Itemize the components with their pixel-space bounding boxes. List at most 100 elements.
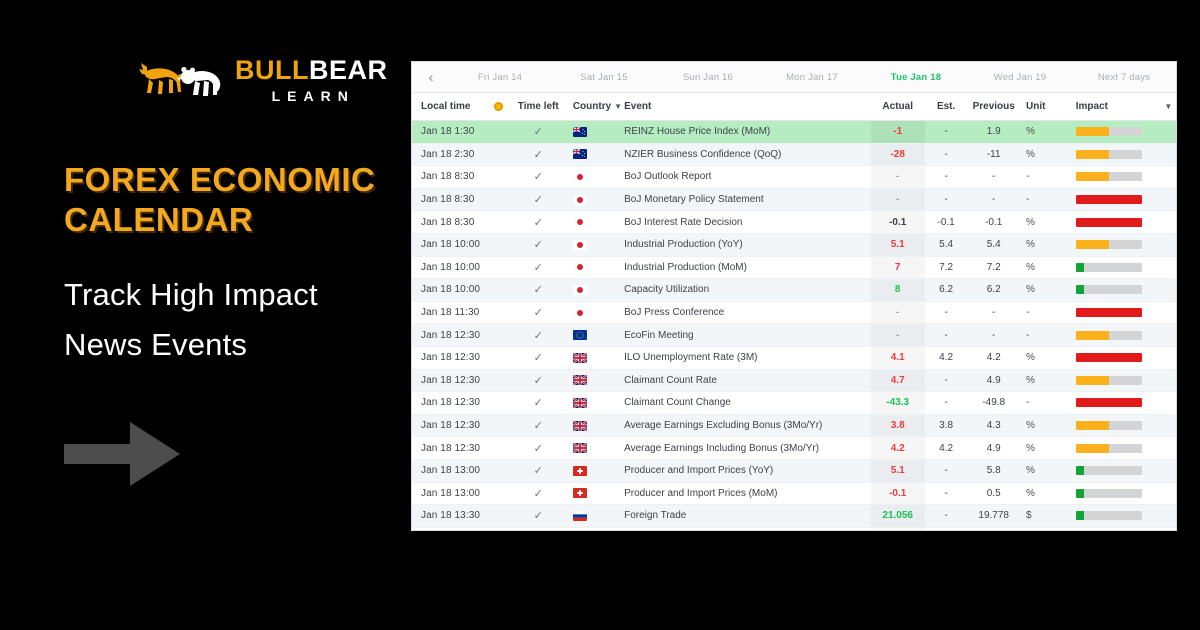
row-event-name[interactable]: NZIER Business Confidence (QoQ) [624, 148, 782, 160]
table-row[interactable]: Jan 18 12:30 ✓ Claimant Count Rate 4.7 - 4.9… [412, 369, 1176, 393]
table-row[interactable]: Jan 18 13:00 ✓ Producer and Import Prices… [412, 482, 1176, 506]
row-event-name[interactable]: Average Earnings Excluding Bonus (3Mo/Yr… [624, 420, 823, 432]
row-event-name[interactable]: BoJ Outlook Report [624, 171, 712, 183]
table-row-partial[interactable]: Jan 18 14:00✓ Trade Balance EU-1.1-3.551… [412, 527, 1176, 530]
row-event-name[interactable]: Claimant Count Change [624, 397, 731, 409]
day-tab-4-active[interactable]: Tue Jan 18 [890, 71, 942, 83]
sort-caret-down-icon[interactable]: ▼ [614, 102, 623, 111]
table-row[interactable]: Jan 18 12:30 ✓ Average Earnings Including… [412, 437, 1176, 460]
row-est-value: - [944, 307, 948, 319]
day-tab-5[interactable]: Wed Jan 19 [993, 71, 1047, 83]
table-column-header: Local time Time left Country ▼ Event Actu… [412, 93, 1176, 121]
row-actual-value: 4.2 [871, 437, 925, 459]
table-row[interactable]: Jan 18 8:30 ✓ BoJ Monetary Policy Stateme… [412, 188, 1176, 212]
day-tab-2[interactable]: Sun Jan 16 [682, 71, 734, 83]
row-actual-value: 5.1 [871, 460, 925, 482]
row-unit-value: % [1026, 239, 1035, 251]
row-time-left: ✓ [508, 396, 569, 409]
column-header-unit[interactable]: Unit [1026, 101, 1046, 112]
row-country-flag-new-zealand [569, 149, 622, 160]
check-icon: ✓ [533, 420, 543, 433]
row-est-value: - [944, 510, 948, 522]
table-row[interactable]: Jan 18 10:00 ✓ Industrial Production (YoY… [412, 233, 1176, 257]
row-impact-cell [1062, 127, 1161, 137]
column-header-actual[interactable]: Actual [882, 101, 913, 112]
column-header-time-left[interactable]: Time left [517, 101, 559, 112]
row-event-name[interactable]: Industrial Production (YoY) [624, 239, 743, 251]
column-header-event[interactable]: Event [624, 101, 652, 112]
row-time-left: ✓ [508, 509, 569, 522]
column-header-impact[interactable]: Impact [1075, 101, 1108, 112]
day-tab-strip[interactable]: ‹ Fri Jan 14 Sat Jan 15 Sun Jan 16 Mon J… [412, 62, 1176, 93]
row-event-name[interactable]: ILO Unemployment Rate (3M) [624, 352, 758, 364]
row-event-name[interactable]: BoJ Interest Rate Decision [624, 216, 743, 228]
table-row[interactable]: Jan 18 10:00 ✓ Industrial Production (MoM… [412, 256, 1176, 280]
row-time-left: ✓ [508, 125, 569, 138]
row-event-name[interactable]: Producer and Import Prices (MoM) [624, 487, 778, 499]
check-icon: ✓ [533, 510, 543, 523]
row-event-name[interactable]: Producer and Import Prices (YoY) [624, 465, 774, 477]
impact-bar-medium [1075, 149, 1142, 159]
impact-bar-medium [1075, 172, 1142, 182]
row-unit-value: % [1026, 374, 1035, 386]
column-header-country[interactable]: Country ▼ [569, 101, 622, 112]
row-event-name[interactable]: REINZ House Price Index (MoM) [624, 126, 771, 138]
table-row[interactable]: Jan 18 10:00 ✓ Capacity Utilization 8 6.2 6.… [412, 279, 1176, 302]
table-row[interactable]: Jan 18 13:30 ✓ Foreign Trade 21.056 - 19.778… [412, 505, 1176, 528]
table-row[interactable]: Jan 18 12:30 ✓ ILO Unemployment Rate (3M)… [412, 346, 1176, 370]
table-row[interactable]: Jan 18 12:30 ✓ EcoFin Meeting - - - - [412, 324, 1176, 347]
day-tab-0[interactable]: Fri Jan 14 [477, 71, 523, 83]
row-actual-value: 21.056 [871, 505, 925, 527]
row-local-time: Jan 18 8:30 [421, 216, 475, 228]
impact-bar-low [1075, 466, 1142, 476]
row-est-value: - [944, 148, 948, 160]
row-country-flag-japan [569, 239, 622, 250]
table-row[interactable]: Jan 18 11:30 ✓ BoJ Press Conference - - - - [412, 301, 1176, 325]
row-time-left: ✓ [508, 306, 569, 319]
row-country-flag-united-kingdom [569, 397, 622, 408]
chevron-left-icon[interactable]: ‹ [428, 68, 434, 86]
flag-united-kingdom-icon [572, 420, 587, 431]
row-unit-value: % [1026, 352, 1035, 364]
impact-bar-low [1075, 285, 1142, 295]
economic-calendar-widget[interactable]: ‹ Fri Jan 14 Sat Jan 15 Sun Jan 16 Mon J… [412, 62, 1176, 530]
day-tab-3[interactable]: Mon Jan 17 [786, 71, 838, 83]
row-local-time: Jan 18 10:00 [421, 284, 481, 296]
row-event-name[interactable]: Capacity Utilization [624, 284, 710, 296]
row-event-name[interactable]: Average Earnings Including Bonus (3Mo/Yr… [624, 442, 820, 454]
row-event-name[interactable]: BoJ Monetary Policy Statement [624, 194, 764, 206]
row-event-name[interactable]: Industrial Production (MoM) [624, 261, 747, 273]
day-tab-1[interactable]: Sat Jan 15 [580, 71, 628, 83]
row-impact-cell [1062, 195, 1161, 205]
promo-panel: BULLBEAR LEARN FOREX ECONOMIC CALENDAR T… [0, 0, 412, 630]
row-event-name[interactable]: BoJ Press Conference [624, 307, 725, 319]
day-tab-6[interactable]: Next 7 days [1097, 71, 1151, 83]
row-event-name[interactable]: EcoFin Meeting [624, 329, 694, 341]
check-icon: ✓ [533, 487, 543, 500]
row-event-name[interactable]: Foreign Trade [624, 510, 687, 522]
table-row[interactable]: Jan 18 8:30 ✓ BoJ Interest Rate Decision -… [412, 211, 1176, 234]
table-row[interactable]: Jan 18 8:30 ✓ BoJ Outlook Report - - - - [412, 166, 1176, 189]
column-header-est[interactable]: Est. [936, 101, 956, 112]
flag-japan-icon [572, 262, 587, 273]
table-row[interactable]: Jan 18 13:00 ✓ Producer and Import Prices… [412, 459, 1176, 483]
row-local-time: Jan 18 12:30 [421, 329, 481, 341]
promo-headline: FOREX ECONOMIC CALENDAR [64, 161, 376, 239]
table-row[interactable]: Jan 18 12:30 ✓ Average Earnings Excluding… [412, 414, 1176, 438]
row-impact-cell [1062, 240, 1161, 250]
row-country-flag-japan [569, 307, 622, 318]
row-previous-value: 6.2 [986, 284, 1001, 296]
column-header-local-time[interactable]: Local time [421, 101, 471, 112]
row-event-name[interactable]: Claimant Count Rate [624, 374, 717, 386]
column-header-previous[interactable]: Previous [972, 101, 1015, 112]
table-row[interactable]: Jan 18 12:30 ✓ Claimant Count Change -43.3… [412, 392, 1176, 415]
row-local-time: Jan 18 2:30 [421, 148, 475, 160]
impact-bar-high [1075, 398, 1142, 408]
table-row[interactable]: Jan 18 2:30 ✓ NZIER Business Confidence (… [412, 143, 1176, 167]
table-row[interactable]: Jan 18 1:30 ✓ REINZ House Price Index (Mo… [412, 121, 1176, 144]
impact-bar-medium [1075, 375, 1142, 385]
row-local-time: Jan 18 12:30 [421, 442, 481, 454]
row-est-value: - [944, 171, 948, 183]
row-impact-cell [1062, 149, 1161, 159]
impact-sort-caret-down-icon[interactable]: ▼ [1164, 102, 1173, 111]
